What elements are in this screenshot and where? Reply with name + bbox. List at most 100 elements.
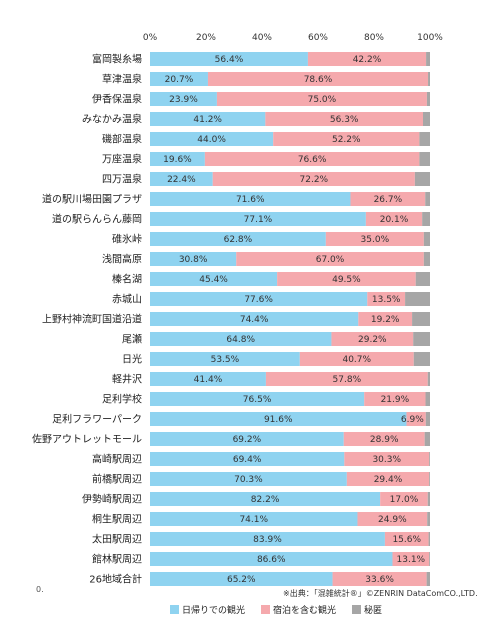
bar-segment bbox=[332, 572, 427, 586]
data-label: 82.2% bbox=[251, 495, 280, 505]
data-label: 20.7% bbox=[165, 75, 194, 85]
bar-segment bbox=[422, 212, 430, 226]
category-label: 軽井沢 bbox=[112, 373, 142, 386]
bar-segment bbox=[392, 552, 430, 566]
data-label: 86.6% bbox=[257, 555, 286, 565]
data-label: 35.0% bbox=[361, 235, 390, 245]
data-label: 72.2% bbox=[300, 175, 329, 185]
bar-segment bbox=[428, 532, 430, 546]
data-label: 76.6% bbox=[298, 155, 327, 165]
data-label: 15.6% bbox=[392, 535, 421, 545]
bar-segment bbox=[427, 512, 430, 526]
data-label: 13.5% bbox=[372, 295, 401, 305]
data-label: 62.8% bbox=[224, 235, 253, 245]
data-label: 30.8% bbox=[179, 255, 208, 265]
bar-segment bbox=[425, 412, 430, 426]
bar-segment bbox=[216, 92, 427, 106]
data-label: 83.9% bbox=[253, 535, 282, 545]
category-label: 草津温泉 bbox=[102, 73, 142, 86]
category-label: 足利フラワーパーク bbox=[52, 414, 142, 426]
source-note: ※出典：「混雑統計®」©ZENRIN DataComCO.,LTD. bbox=[283, 589, 478, 598]
bar-segment bbox=[413, 332, 430, 346]
data-label: 28.9% bbox=[370, 435, 399, 445]
bar-segment bbox=[150, 192, 351, 206]
category-label: 伊香保温泉 bbox=[92, 93, 142, 106]
data-label: 26.7% bbox=[374, 195, 403, 205]
data-label: 56.3% bbox=[330, 115, 359, 125]
bar-segment bbox=[307, 52, 427, 66]
category-label: 足利学校 bbox=[102, 393, 142, 406]
bar-segment bbox=[428, 72, 430, 86]
category-label: 万座温泉 bbox=[102, 153, 142, 166]
data-label: 67.0% bbox=[316, 255, 345, 265]
data-label: 45.4% bbox=[199, 275, 228, 285]
bar-segment bbox=[364, 392, 426, 406]
data-label: 30.3% bbox=[372, 455, 401, 465]
x-tick-label: 80% bbox=[364, 33, 384, 43]
bar-segment bbox=[346, 472, 430, 486]
category-label: 前橋駅周辺 bbox=[92, 473, 142, 486]
data-label: 77.1% bbox=[244, 215, 273, 225]
data-label: 70.3% bbox=[234, 475, 263, 485]
bar-segment bbox=[414, 172, 430, 186]
data-label: 64.8% bbox=[226, 335, 255, 345]
category-label: 磯部温泉 bbox=[102, 133, 142, 146]
category-label: 上野村神流町国道沿道 bbox=[42, 313, 142, 326]
bar-segment bbox=[429, 552, 430, 566]
data-label: 21.9% bbox=[381, 395, 410, 405]
data-label: 20.1% bbox=[380, 215, 409, 225]
category-label: 伊勢崎駅周辺 bbox=[82, 493, 142, 506]
bar-segment bbox=[150, 272, 278, 286]
bar-segment bbox=[423, 112, 430, 126]
category-label: 日光 bbox=[122, 353, 142, 366]
corner-mark: 0. bbox=[36, 585, 44, 594]
bar-segment bbox=[150, 572, 333, 586]
bar-segment bbox=[150, 232, 326, 246]
bar-segment bbox=[150, 52, 308, 66]
legend-swatch-confidential bbox=[352, 605, 362, 614]
legend-item-overnight: 宿泊を含む観光 bbox=[261, 603, 336, 616]
data-label: 56.4% bbox=[215, 55, 244, 65]
bar-segment bbox=[204, 152, 420, 166]
data-label: 74.1% bbox=[239, 515, 268, 525]
data-label: 40.7% bbox=[342, 355, 371, 365]
bar-segment bbox=[412, 312, 430, 326]
bar-segment bbox=[423, 252, 430, 266]
bar-segment bbox=[429, 452, 430, 466]
bar-segment bbox=[367, 292, 406, 306]
data-label: 33.6% bbox=[365, 575, 394, 585]
data-label: 49.5% bbox=[332, 275, 361, 285]
bar-segment bbox=[425, 192, 430, 206]
category-label: 道の駅川場田園プラザ bbox=[42, 193, 142, 206]
data-label: 78.6% bbox=[304, 75, 333, 85]
data-label: 44.0% bbox=[197, 135, 226, 145]
category-label: 高崎駅周辺 bbox=[92, 453, 142, 466]
x-tick-label: 0% bbox=[143, 33, 158, 43]
category-label: 館林駅周辺 bbox=[92, 553, 142, 566]
data-label: 6.9% bbox=[401, 415, 424, 425]
category-label: 道の駅らんらん藤岡 bbox=[52, 213, 142, 226]
data-label: 19.2% bbox=[371, 315, 400, 325]
bar-segment bbox=[357, 512, 428, 526]
bar-segment bbox=[265, 112, 423, 126]
category-label: 佐野アウトレットモール bbox=[32, 434, 142, 446]
bar-segment bbox=[150, 312, 359, 326]
bar-segment bbox=[325, 232, 424, 246]
bar-segment bbox=[429, 472, 430, 486]
bar-segment bbox=[380, 492, 428, 506]
bar-segment bbox=[150, 472, 347, 486]
bar-segment bbox=[207, 72, 429, 86]
bar-segment bbox=[419, 132, 430, 146]
legend-swatch-overnight bbox=[261, 605, 271, 614]
bar-segment bbox=[150, 372, 266, 386]
bar-segment bbox=[150, 352, 300, 366]
data-label: 65.2% bbox=[227, 575, 256, 585]
bar-segment bbox=[150, 132, 274, 146]
data-label: 75.0% bbox=[308, 95, 337, 105]
data-label: 77.6% bbox=[244, 295, 273, 305]
bar-segment bbox=[427, 492, 430, 506]
bar-segment bbox=[384, 532, 429, 546]
data-label: 23.9% bbox=[169, 95, 198, 105]
data-label: 19.6% bbox=[163, 155, 192, 165]
